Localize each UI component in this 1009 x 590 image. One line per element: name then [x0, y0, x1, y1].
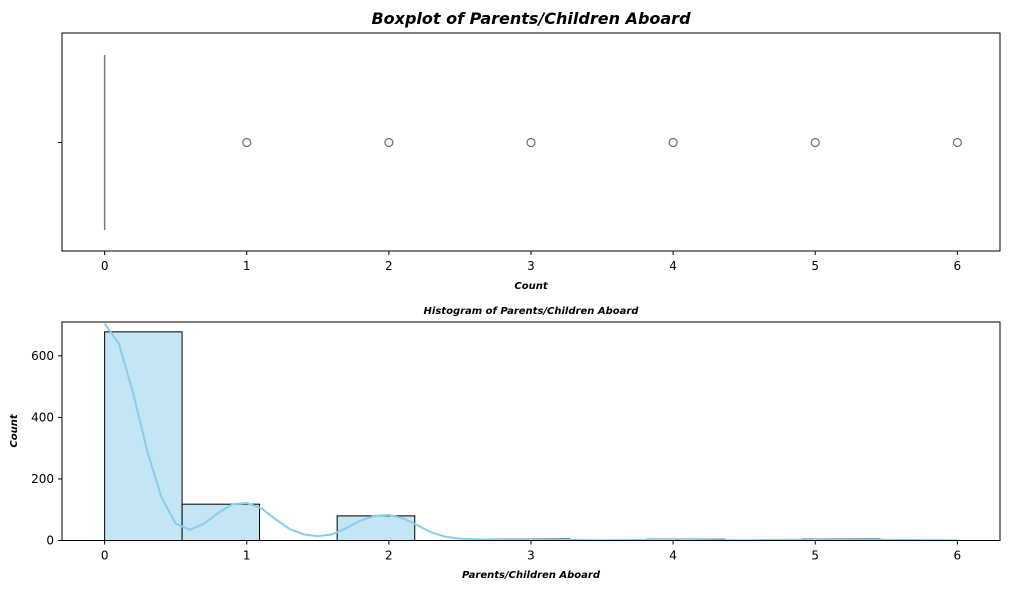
histogram-bar [336, 515, 416, 542]
histogram-bar [104, 331, 183, 542]
histogram-y-tick-label: 600 [31, 349, 54, 363]
histogram-xlabel: Parents/Children Aboard [462, 570, 601, 581]
boxplot-outlier [668, 137, 678, 148]
boxplot-marks [103, 55, 962, 230]
histogram-panel: Histogram of Parents/Children Aboard 0 1 2… [9, 306, 1001, 581]
histogram-y-tick-label: 0 [46, 534, 54, 548]
boxplot-x-tick-label: 0 [101, 259, 109, 273]
histogram-x-ticks: 0 1 2 3 4 5 6 [101, 540, 962, 563]
histogram-x-tick-label: 4 [669, 549, 677, 563]
boxplot-outlier [810, 137, 820, 148]
boxplot-axes-frame [61, 32, 1001, 252]
boxplot-x-tick-label: 1 [243, 259, 251, 273]
histogram-x-tick-label: 0 [101, 549, 109, 563]
histogram-x-tick-label: 2 [385, 549, 393, 563]
histogram-y-ticks: 0 200 400 600 [31, 349, 62, 548]
histogram-x-tick-label: 6 [954, 549, 962, 563]
boxplot-outlier [242, 137, 252, 148]
histogram-x-tick-label: 1 [243, 549, 251, 563]
boxplot-outlier [384, 137, 394, 148]
histogram-x-tick-label: 5 [811, 549, 819, 563]
boxplot-outlier [526, 137, 536, 148]
boxplot-title: Boxplot of Parents/Children Aboard [371, 9, 691, 28]
histogram-x-tick-label: 3 [527, 549, 535, 563]
boxplot-x-tick-label: 5 [811, 259, 819, 273]
boxplot-xlabel: Count [514, 281, 548, 292]
histogram-y-tick-label: 200 [31, 472, 54, 486]
histogram-y-tick-label: 400 [31, 410, 54, 424]
boxplot-x-tick-label: 3 [527, 259, 535, 273]
boxplot-x-tick-label: 4 [669, 259, 677, 273]
boxplot-x-ticks: 0 1 2 3 4 5 6 [101, 251, 961, 273]
histogram-bar [181, 503, 261, 541]
boxplot-outlier [952, 137, 962, 148]
histogram-title: Histogram of Parents/Children Aboard [424, 306, 640, 317]
boxplot-x-tick-label: 2 [385, 259, 393, 273]
histogram-ylabel: Count [9, 413, 20, 447]
kde-line [103, 322, 958, 542]
boxplot-x-tick-label: 6 [954, 259, 962, 273]
histogram-bars [104, 331, 958, 542]
boxplot-panel: Boxplot of Parents/Children Aboard 0 1 2 3 4… [58, 9, 1001, 292]
